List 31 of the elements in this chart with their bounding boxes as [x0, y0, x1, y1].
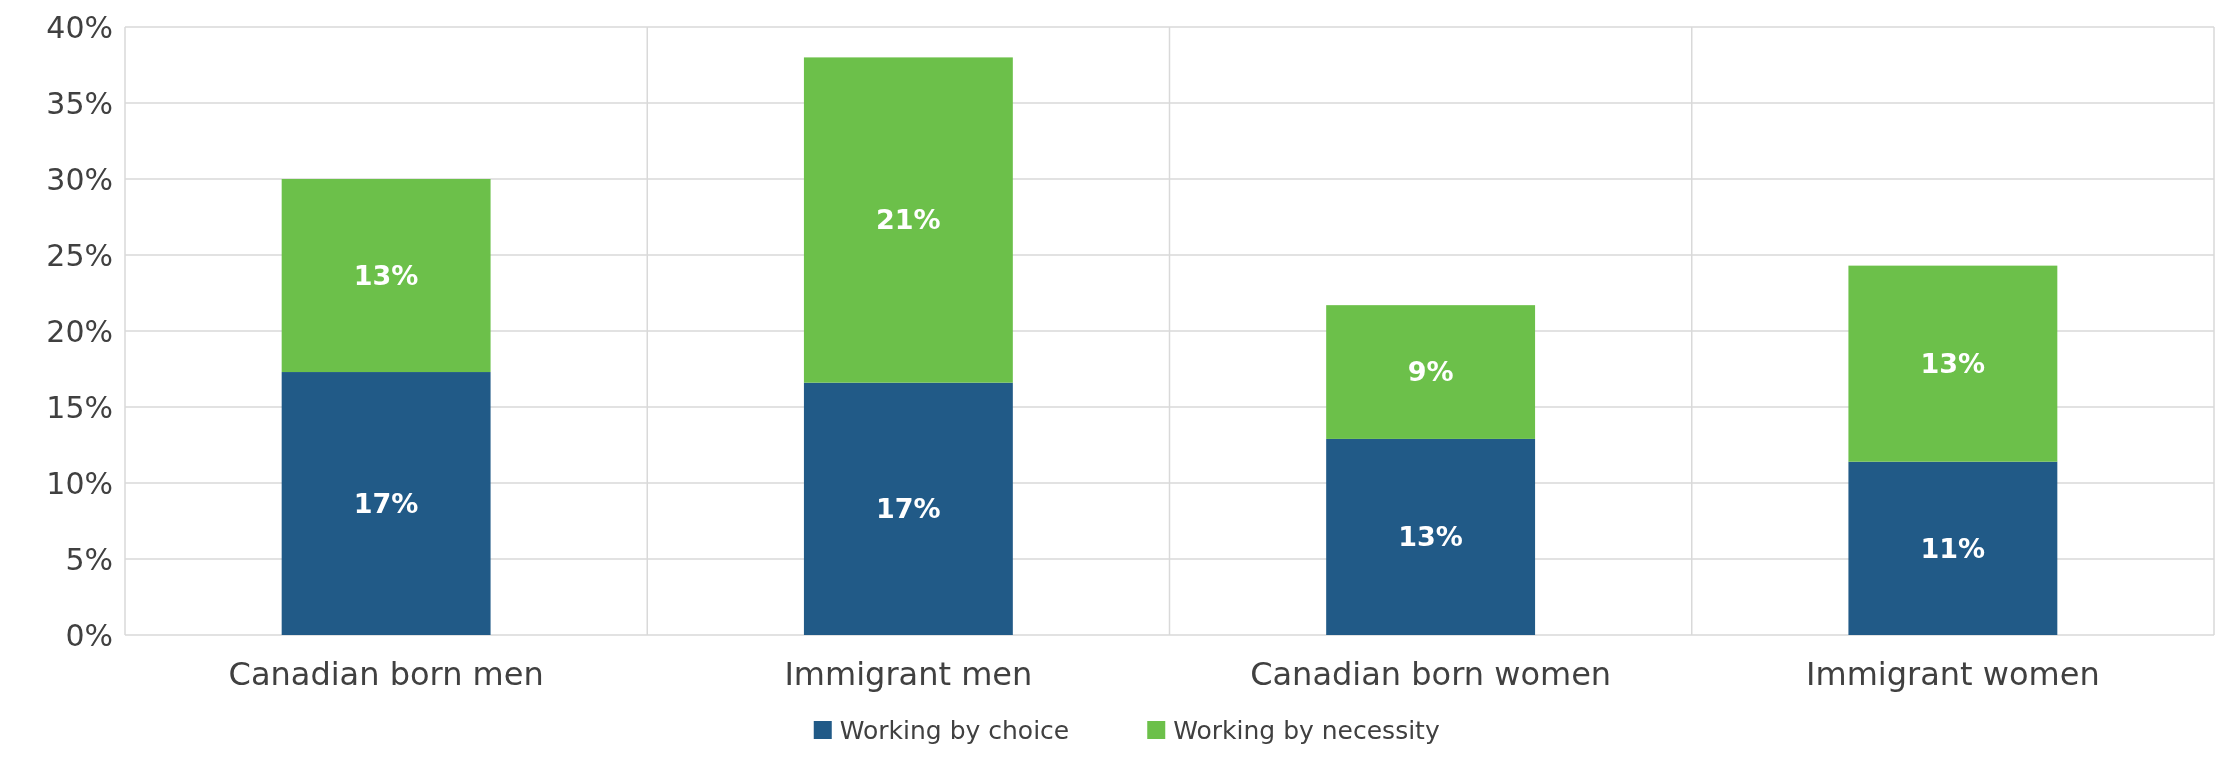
y-tick-label: 0% [65, 617, 113, 653]
data-label: 21% [876, 204, 941, 236]
data-label: 13% [353, 259, 419, 291]
bar [1326, 305, 1536, 439]
x-tick-label: Immigrant men [784, 655, 1033, 693]
y-tick-label: 10% [46, 465, 113, 501]
bar [1848, 461, 2058, 635]
data-label: 13% [1398, 521, 1463, 553]
data-label: 17% [876, 493, 941, 525]
data-label: 17% [353, 487, 419, 519]
bar [281, 372, 491, 635]
y-tick-label: 20% [46, 313, 113, 349]
bar [803, 57, 1013, 383]
x-tick-label: Immigrant women [1806, 655, 2100, 693]
x-tick-label: Canadian born women [1250, 655, 1612, 693]
legend-label: Working by choice [839, 716, 1070, 745]
data-label: 13% [1920, 348, 1986, 380]
bar [803, 382, 1013, 635]
y-tick-label: 25% [46, 237, 113, 273]
legend-label: Working by necessity [1173, 716, 1440, 745]
bar [281, 179, 491, 373]
x-tick-label: Canadian born men [228, 655, 544, 693]
bar [1326, 438, 1536, 635]
data-label: 11% [1920, 532, 1986, 564]
bar [1848, 265, 2058, 462]
y-tick-label: 15% [46, 389, 113, 425]
y-tick-label: 35% [46, 85, 113, 121]
y-tick-label: 5% [65, 541, 113, 577]
data-label: 9% [1407, 356, 1454, 388]
y-tick-label: 40% [46, 9, 113, 45]
y-tick-label: 30% [46, 161, 113, 197]
